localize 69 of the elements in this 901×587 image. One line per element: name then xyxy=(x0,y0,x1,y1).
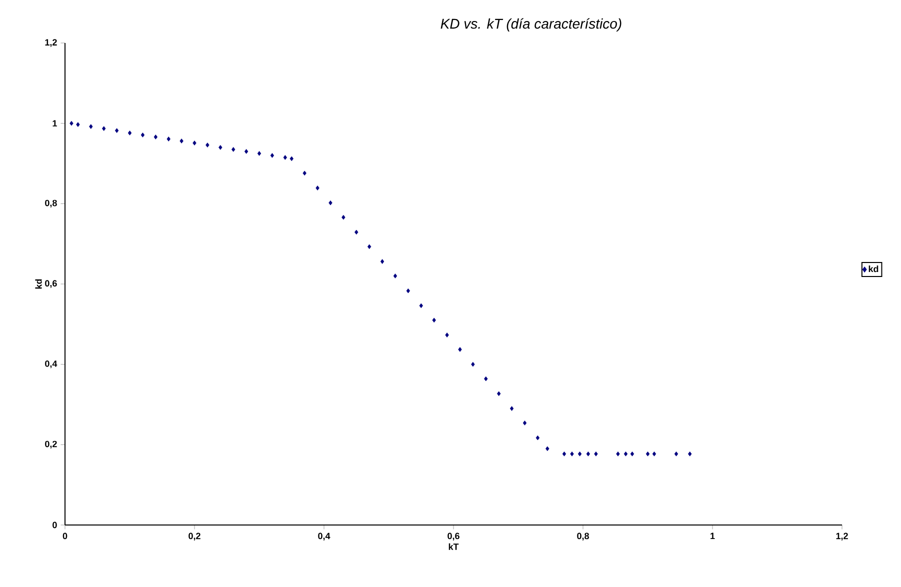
point xyxy=(674,452,678,456)
y-tick-label: 1 xyxy=(52,120,57,126)
point xyxy=(445,332,449,338)
point xyxy=(510,406,514,411)
point xyxy=(270,153,274,158)
point xyxy=(232,147,236,152)
point xyxy=(244,149,248,154)
point xyxy=(102,126,106,131)
point xyxy=(536,435,540,440)
point xyxy=(290,156,294,162)
point xyxy=(302,170,306,176)
point xyxy=(471,362,475,367)
point xyxy=(154,134,158,140)
x-axis-title: kT xyxy=(448,543,459,550)
x-tick-label: 0,8 xyxy=(577,532,589,540)
y-tick-label: 1,2 xyxy=(45,39,57,47)
point xyxy=(192,140,196,146)
point xyxy=(419,303,423,308)
point xyxy=(432,318,436,323)
point xyxy=(646,452,650,456)
point xyxy=(140,132,145,138)
point xyxy=(180,138,184,144)
point xyxy=(128,130,132,136)
point xyxy=(354,230,358,235)
x-tick-label: 0,4 xyxy=(318,532,330,540)
y-tick-label: 0,6 xyxy=(45,280,57,288)
point xyxy=(328,200,332,206)
point xyxy=(616,452,620,456)
point xyxy=(458,347,462,352)
point xyxy=(89,124,93,129)
chart-title: KD vs. kT (día característico) xyxy=(440,18,622,32)
point xyxy=(283,155,288,160)
point xyxy=(342,214,346,220)
x-tick-label: 0,6 xyxy=(448,532,460,540)
point xyxy=(546,446,550,452)
point xyxy=(218,145,222,150)
point xyxy=(166,136,170,142)
point xyxy=(114,128,119,133)
point xyxy=(206,142,210,148)
point xyxy=(76,122,80,127)
x-tick-label: 1 xyxy=(710,532,715,539)
y-axis-title: kd xyxy=(35,279,42,289)
point xyxy=(578,452,582,456)
point xyxy=(562,452,566,456)
point xyxy=(70,120,74,126)
point xyxy=(522,420,527,426)
point xyxy=(316,186,320,190)
y-tick-label: 0,2 xyxy=(45,440,57,449)
point xyxy=(496,391,501,396)
point xyxy=(586,452,590,456)
y-tick-label: 0,4 xyxy=(45,360,58,368)
point xyxy=(406,288,410,294)
x-tick-label: 1,2 xyxy=(836,532,848,540)
x-tick-label: 0 xyxy=(62,532,68,540)
point xyxy=(257,151,262,156)
y-tick-label: 0 xyxy=(52,522,57,528)
point xyxy=(367,244,372,250)
legend-label: kd xyxy=(868,266,878,272)
point xyxy=(484,376,488,382)
point xyxy=(594,452,598,456)
point xyxy=(570,452,574,456)
point xyxy=(624,452,628,456)
point xyxy=(652,452,656,456)
point xyxy=(380,259,384,264)
point xyxy=(393,274,398,278)
point xyxy=(688,452,692,456)
y-tick-label: 0,8 xyxy=(45,200,57,208)
x-tick-label: 0,2 xyxy=(188,532,200,540)
point xyxy=(630,452,634,456)
